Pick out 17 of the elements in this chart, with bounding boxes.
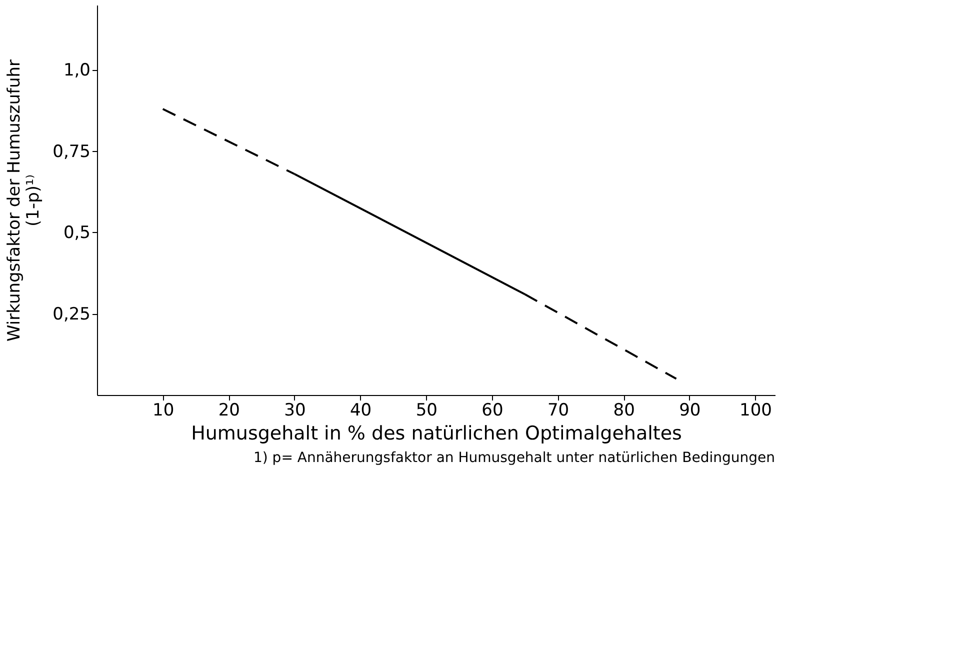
x-tick-label: 40 <box>350 400 372 420</box>
x-tick-label: 60 <box>482 400 504 420</box>
y-tick-label: 0,5 <box>63 223 90 243</box>
x-tick-label: 30 <box>284 400 306 420</box>
y-tick-label: 0,75 <box>52 142 90 162</box>
x-tick-label: 50 <box>416 400 438 420</box>
x-tick-label: 70 <box>547 400 570 420</box>
x-axis-title: Humusgehalt in % des natürlichen Optimalgehaltes <box>191 422 682 444</box>
y-axis-title: Wirkungsfaktor der Humuszufuhr (1-p)¹⁾ <box>4 60 44 342</box>
x-tick-label: 10 <box>152 400 174 420</box>
y-tick-label: 0,25 <box>52 304 90 324</box>
x-tick-label: 90 <box>679 400 701 420</box>
x-tick-label: 100 <box>740 400 772 420</box>
x-tick-label: 20 <box>218 400 240 420</box>
x-tick-label: 80 <box>613 400 635 420</box>
text: 1) p= Annäherungsfaktor an Humusgehalt unter natürlichen Bedingungen <box>253 450 775 466</box>
y-tick-label: 1,0 <box>63 60 90 80</box>
